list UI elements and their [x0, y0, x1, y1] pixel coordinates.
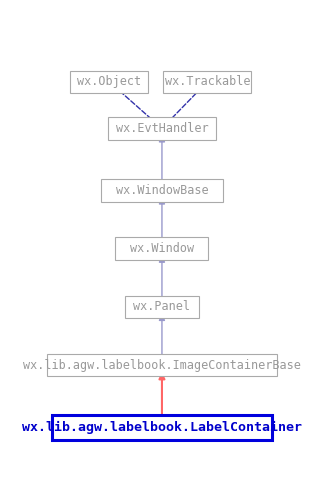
FancyArrowPatch shape: [116, 88, 157, 124]
Bar: [125, 296, 199, 318]
Text: wx.lib.agw.labelbook.ImageContainerBase: wx.lib.agw.labelbook.ImageContainerBase: [23, 359, 301, 371]
Bar: [70, 71, 149, 93]
FancyArrowPatch shape: [160, 257, 164, 300]
Text: wx.Panel: wx.Panel: [133, 300, 191, 313]
Bar: [115, 237, 209, 260]
FancyArrowPatch shape: [167, 88, 201, 123]
Text: wx.Window: wx.Window: [130, 242, 194, 255]
Bar: [101, 179, 223, 202]
FancyArrowPatch shape: [160, 316, 164, 358]
FancyArrowPatch shape: [160, 374, 164, 420]
FancyArrowPatch shape: [160, 199, 164, 242]
Bar: [108, 117, 216, 140]
Text: wx.WindowBase: wx.WindowBase: [116, 184, 208, 197]
Text: wx.Object: wx.Object: [77, 75, 141, 88]
FancyArrowPatch shape: [160, 137, 164, 183]
Text: wx.Trackable: wx.Trackable: [165, 75, 250, 88]
Bar: [52, 415, 272, 440]
Bar: [163, 71, 251, 93]
Text: wx.lib.agw.labelbook.LabelContainer: wx.lib.agw.labelbook.LabelContainer: [22, 421, 302, 434]
Text: wx.EvtHandler: wx.EvtHandler: [116, 122, 208, 135]
Bar: [47, 354, 277, 376]
